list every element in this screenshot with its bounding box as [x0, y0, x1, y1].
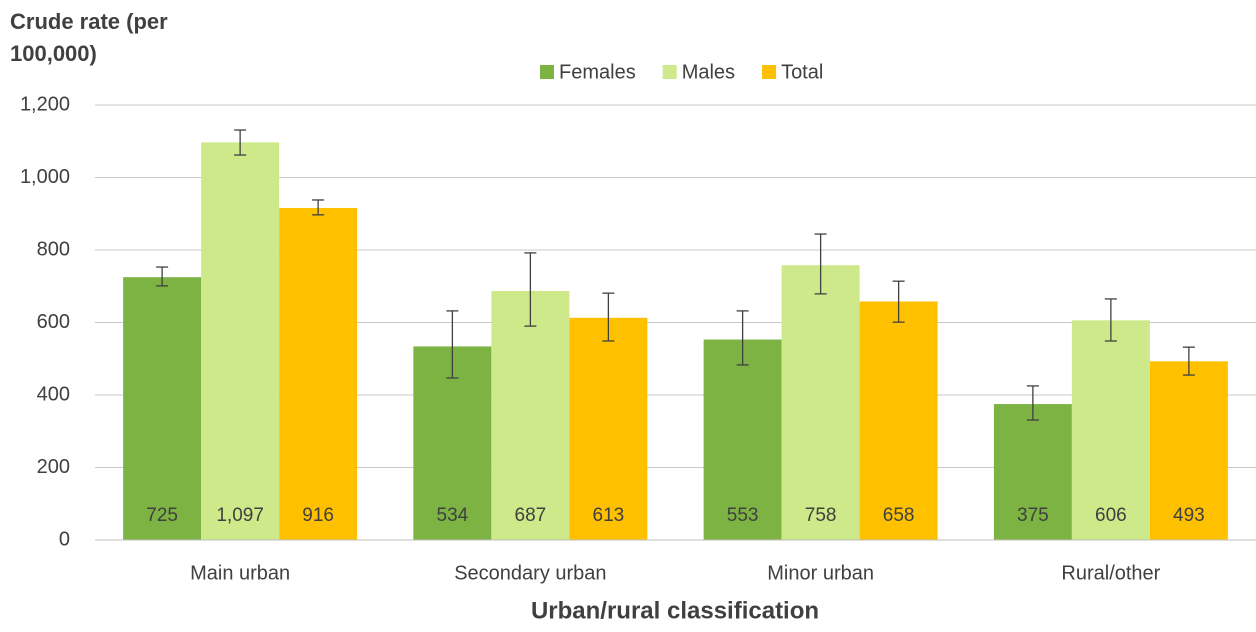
value-label: 658 — [883, 505, 915, 526]
bar — [703, 339, 782, 540]
value-label: 493 — [1173, 505, 1205, 526]
y-axis-title: Crude rate (per 100,000) — [10, 9, 168, 66]
y-tick-label: 0 — [59, 528, 70, 550]
bar — [993, 404, 1072, 540]
value-label: 606 — [1095, 505, 1127, 526]
value-label: 613 — [593, 505, 625, 526]
error-bar — [524, 252, 537, 327]
value-label: 553 — [727, 505, 759, 526]
error-bar — [156, 266, 169, 287]
bar — [491, 290, 570, 540]
error-bar — [312, 199, 325, 216]
bar — [569, 317, 648, 540]
bar — [413, 346, 492, 540]
legend-label: Females — [559, 61, 636, 83]
value-label: 916 — [302, 505, 334, 526]
error-bar — [892, 280, 905, 323]
bar — [123, 277, 202, 540]
value-label: 534 — [437, 505, 469, 526]
error-bar — [814, 233, 827, 295]
legend-swatch — [662, 65, 677, 79]
bar — [279, 207, 358, 540]
bar — [1071, 320, 1150, 540]
value-label: 1,097 — [216, 505, 264, 526]
y-tick-label: 1,000 — [20, 166, 70, 188]
y-tick-label: 200 — [37, 456, 70, 478]
bar — [859, 301, 938, 540]
y-tick-label: 400 — [37, 383, 70, 405]
bar — [201, 142, 280, 540]
legend-swatch — [762, 65, 777, 79]
legend-label: Total — [781, 61, 823, 83]
x-axis-title: Urban/rural classification — [531, 597, 819, 624]
value-label: 725 — [146, 505, 178, 526]
y-tick-label: 800 — [37, 238, 70, 260]
x-tick-label: Rural/other — [1061, 562, 1160, 584]
bar — [781, 265, 860, 540]
legend-swatch — [540, 65, 554, 79]
value-label: 375 — [1017, 505, 1049, 526]
error-bar — [446, 310, 459, 379]
y-tick-label: 600 — [37, 311, 70, 333]
error-bar — [1104, 298, 1117, 342]
error-bar — [234, 129, 247, 156]
y-tick-label: 1,200 — [20, 93, 70, 115]
x-tick-label: Secondary urban — [454, 562, 606, 584]
error-bar — [736, 310, 749, 366]
bar — [1149, 361, 1228, 540]
error-bar — [1182, 346, 1195, 376]
value-label: 758 — [805, 505, 837, 526]
x-tick-label: Minor urban — [767, 562, 874, 584]
x-tick-label: Main urban — [190, 562, 290, 584]
error-bar — [602, 292, 615, 342]
legend-label: Males — [682, 61, 735, 83]
error-bar — [1026, 385, 1039, 421]
value-label: 687 — [515, 505, 547, 526]
